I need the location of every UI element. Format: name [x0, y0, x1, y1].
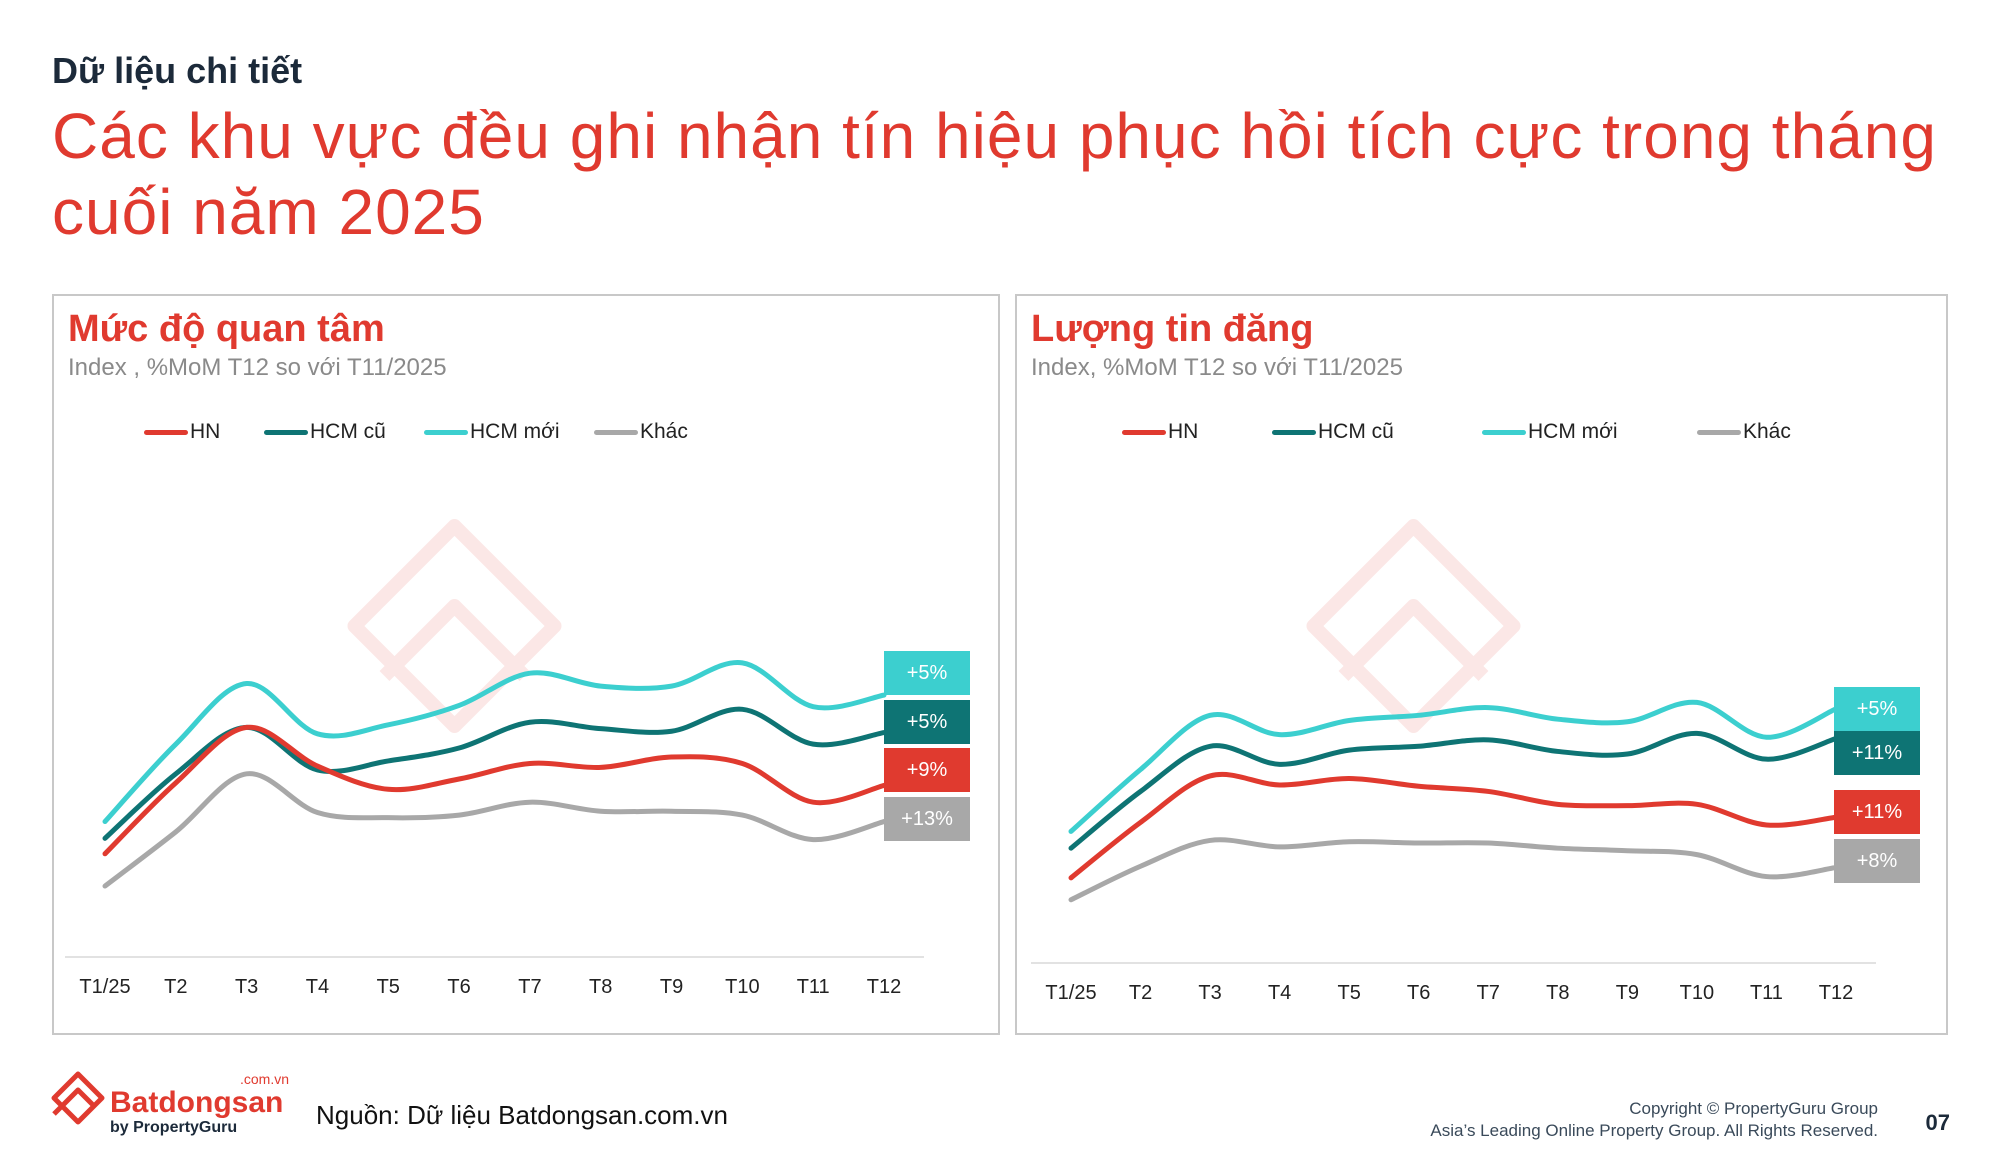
chart-title: Lượng tin đăng [1031, 308, 1314, 350]
x-tick-label: T5 [1338, 982, 1361, 1004]
page-number: 07 [1925, 1110, 1950, 1135]
end-value-label: +9% [884, 748, 970, 792]
x-tick-label: T12 [867, 976, 901, 998]
line-chart: T1/25 T2 T3 T4 T5 T6 T7 T8 T9 T10 T11 T12 [65, 519, 924, 998]
legend-label: Khác [1743, 420, 1791, 443]
legend-item: HCM cũ [264, 420, 386, 444]
legend-swatch [594, 429, 638, 435]
x-tick-label: T5 [377, 976, 400, 998]
chart-subtitle: Index, %MoM T12 so với T11/2025 [1031, 354, 1403, 381]
watermark-logo [1306, 519, 1521, 733]
legend-label: HCM cũ [1318, 420, 1394, 443]
copyright-line-1: Copyright © PropertyGuru Group [1629, 1099, 1878, 1118]
series-line-hcm-cũ [1068, 730, 1839, 851]
x-tick-label: T11 [1750, 982, 1783, 1004]
x-tick-label: T2 [164, 976, 187, 998]
page-title: Các khu vực đều ghi nhận tín hiệu phục h… [52, 100, 1937, 248]
legend-swatch [1697, 429, 1741, 435]
watermark-logo [347, 519, 562, 733]
x-tick-label: T7 [518, 976, 541, 998]
x-tick-label: T2 [1129, 982, 1152, 1004]
series-line-hn [1068, 772, 1839, 881]
chart-subtitle: Index , %MoM T12 so với T11/2025 [68, 354, 447, 381]
x-tick-label: T3 [1198, 982, 1221, 1004]
svg-text:by PropertyGuru: by PropertyGuru [110, 1119, 237, 1136]
end-value-label: +8% [1834, 839, 1920, 883]
legend-label: HCM mới [470, 420, 560, 443]
legend-item: HCM cũ [1272, 420, 1394, 444]
end-value-label: +5% [884, 700, 970, 744]
legend-swatch [144, 429, 188, 435]
svg-text:Batdongsan: Batdongsan [110, 1086, 283, 1119]
series-line-hcm-mới [102, 660, 887, 825]
x-tick-label: T9 [1616, 982, 1639, 1004]
end-value-label: +5% [884, 651, 970, 695]
chart-panel-interest: Mức độ quan tâm Index , %MoM T12 so với … [52, 294, 1000, 1035]
x-tick-label: T4 [306, 976, 329, 998]
series-line-hcm-cũ [102, 706, 887, 841]
legend-item: HN [144, 420, 220, 444]
legend-swatch [264, 429, 308, 435]
legend-item: Khác [1697, 420, 1791, 444]
legend-label: HCM mới [1528, 420, 1618, 443]
x-tick-label: T8 [589, 976, 612, 998]
chart-legend: HN HCM cũ HCM mới Khác [54, 420, 998, 450]
legend-item: HCM mới [1482, 420, 1618, 444]
legend-swatch [1272, 429, 1316, 435]
legend-swatch [424, 429, 468, 435]
chart-panel-listings: Lượng tin đăng Index, %MoM T12 so với T1… [1015, 294, 1948, 1035]
x-tick-label: T12 [1819, 982, 1853, 1004]
legend-label: HN [190, 420, 221, 443]
chart-legend: HN HCM cũ HCM mới Khác [1017, 420, 1946, 450]
copyright: Copyright © PropertyGuru Group Asia’s Le… [1430, 1098, 1878, 1142]
legend-label: HN [1168, 420, 1199, 443]
x-tick-label: T4 [1268, 982, 1291, 1004]
series-line-hcm-mới [1068, 699, 1839, 834]
x-tick-label: T10 [1680, 982, 1714, 1004]
x-tick-label: T6 [1407, 982, 1430, 1004]
section-kicker: Dữ liệu chi tiết [52, 50, 303, 91]
end-value-label: +5% [1834, 687, 1920, 731]
legend-item: HN [1122, 420, 1198, 444]
chart-title: Mức độ quan tâm [68, 308, 385, 350]
batdongsan-logo: Batdongsan .com.vn by PropertyGuru [50, 1068, 300, 1136]
x-tick-label: T11 [797, 976, 830, 998]
source-note: Nguồn: Dữ liệu Batdongsan.com.vn [316, 1100, 728, 1130]
x-tick-label: T9 [660, 976, 683, 998]
legend-item: HCM mới [424, 420, 560, 444]
x-tick-label: T10 [725, 976, 759, 998]
x-tick-label: T1/25 [79, 976, 130, 998]
series-line-khác [102, 771, 887, 889]
end-value-label: +11% [1834, 731, 1920, 775]
series-line-khác [1068, 837, 1839, 903]
legend-swatch [1122, 429, 1166, 435]
end-value-label: +11% [1834, 790, 1920, 834]
x-tick-label: T6 [447, 976, 470, 998]
legend-label: Khác [640, 420, 688, 443]
x-tick-label: T3 [235, 976, 258, 998]
x-tick-label: T1/25 [1045, 982, 1096, 1004]
copyright-line-2: Asia’s Leading Online Property Group. Al… [1430, 1121, 1878, 1140]
x-tick-label: T8 [1546, 982, 1569, 1004]
legend-item: Khác [594, 420, 688, 444]
x-tick-label: T7 [1477, 982, 1500, 1004]
series-line-hn [102, 724, 887, 857]
svg-text:.com.vn: .com.vn [240, 1071, 289, 1087]
legend-swatch [1482, 429, 1526, 435]
legend-label: HCM cũ [310, 420, 386, 443]
end-value-label: +13% [884, 797, 970, 841]
line-chart: T1/25 T2 T3 T4 T5 T6 T7 T8 T9 T10 T11 T12 [1031, 519, 1876, 1004]
